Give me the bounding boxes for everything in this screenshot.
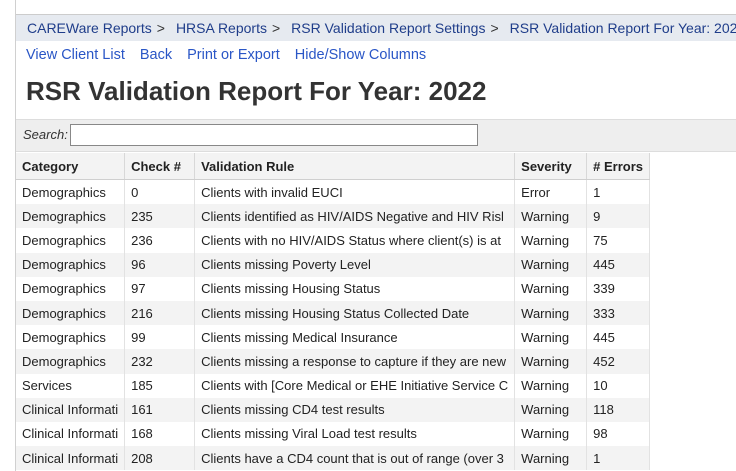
table-cell: Clients with [Core Medical or EHE Initia… bbox=[194, 373, 516, 398]
table-cell: Demographics bbox=[16, 204, 126, 229]
table-cell: Clinical Informati bbox=[16, 446, 126, 471]
table-cell: Warning bbox=[514, 421, 588, 447]
table-cell: 208 bbox=[124, 446, 196, 471]
table-row[interactable]: Demographics 96 Clients missing Poverty Le… bbox=[16, 252, 651, 277]
table-cell: Warning bbox=[514, 276, 588, 301]
table-row[interactable]: Services 185 Clients with [Core Medical or… bbox=[16, 373, 651, 398]
table-cell: Clients missing Housing Status Collected… bbox=[194, 300, 516, 326]
table-cell: Clinical Informati bbox=[16, 397, 126, 422]
table-cell: 9 bbox=[586, 204, 651, 229]
breadcrumb-link[interactable]: RSR Validation Report For Year: 2022 bbox=[509, 20, 736, 36]
table-cell: 185 bbox=[124, 373, 196, 398]
table-cell: Warning bbox=[514, 252, 588, 277]
table-cell: Clinical Informati bbox=[16, 421, 126, 447]
table-cell: 235 bbox=[124, 204, 196, 229]
table-row[interactable]: Clinical Informati 208 Clients have a CD4 … bbox=[16, 446, 651, 471]
table-row[interactable]: Demographics 235 Clients identified as HIV… bbox=[16, 204, 651, 229]
search-input[interactable] bbox=[70, 124, 478, 146]
column-header[interactable]: Category bbox=[16, 153, 126, 180]
table-cell: Demographics bbox=[16, 252, 126, 277]
breadcrumb-link[interactable]: HRSA Reports bbox=[175, 20, 267, 36]
table-cell: 168 bbox=[124, 421, 196, 447]
toolbar-link[interactable]: Hide/Show Columns bbox=[294, 47, 427, 63]
column-header[interactable]: # Errors bbox=[586, 153, 651, 180]
table-cell: Clients missing Viral Load test results bbox=[194, 421, 516, 447]
table-cell: Clients with no HIV/AIDS Status where cl… bbox=[194, 228, 516, 253]
table-row[interactable]: Demographics 97 Clients missing Housing St… bbox=[16, 276, 651, 301]
breadcrumb-link[interactable]: CAREWare Reports bbox=[27, 20, 152, 36]
toolbar-link[interactable]: Print or Export bbox=[187, 47, 280, 63]
column-header[interactable]: Check # bbox=[124, 153, 196, 180]
table-cell: 339 bbox=[586, 276, 651, 301]
table-cell: Clients with invalid EUCI bbox=[194, 179, 516, 205]
column-header[interactable]: Severity bbox=[514, 153, 588, 180]
table-cell: Warning bbox=[514, 228, 588, 253]
table-cell: 333 bbox=[586, 300, 651, 326]
toolbar: View Client List Back Print or Export Hide/… bbox=[26, 44, 441, 66]
table-cell: Demographics bbox=[16, 325, 126, 350]
table-cell: 1 bbox=[586, 179, 651, 205]
table-row[interactable]: Clinical Informati 168 Clients missing Vir… bbox=[16, 421, 651, 447]
table-cell: Clients missing Medical Insurance bbox=[194, 325, 516, 350]
search-label: Search: bbox=[23, 127, 68, 142]
table-body: Demographics 0 Clients with invalid EUCI Er… bbox=[16, 179, 651, 471]
table-row[interactable]: Demographics 232 Clients missing a respons… bbox=[16, 349, 651, 374]
breadcrumb-separator: > bbox=[490, 20, 499, 36]
table-cell: 10 bbox=[586, 373, 651, 398]
page-title: RSR Validation Report For Year: 2022 bbox=[26, 76, 487, 106]
table-cell: Demographics bbox=[16, 179, 126, 205]
table-row[interactable]: Clinical Informati 161 Clients missing CD4… bbox=[16, 397, 651, 422]
breadcrumb-link[interactable]: RSR Validation Report Settings bbox=[291, 20, 486, 36]
table-cell: Warning bbox=[514, 446, 588, 471]
table-row[interactable]: Demographics 236 Clients with no HIV/AIDS … bbox=[16, 228, 651, 253]
table-cell: Warning bbox=[514, 397, 588, 422]
toolbar-link[interactable]: Back bbox=[139, 47, 173, 63]
table-cell: Demographics bbox=[16, 228, 126, 253]
table-cell: Demographics bbox=[16, 300, 126, 326]
table-cell: Demographics bbox=[16, 276, 126, 301]
breadcrumb: CAREWare Reports > HRSA Reports > RSR Valida… bbox=[16, 15, 736, 41]
table-cell: Services bbox=[16, 373, 126, 398]
table-cell: Warning bbox=[514, 204, 588, 229]
table-row[interactable]: Demographics 216 Clients missing Housing S… bbox=[16, 300, 651, 326]
table-row[interactable]: Demographics 99 Clients missing Medical In… bbox=[16, 325, 651, 350]
table-cell: 75 bbox=[586, 228, 651, 253]
table-cell: Warning bbox=[514, 373, 588, 398]
table-cell: 452 bbox=[586, 349, 651, 374]
breadcrumb-separator: > bbox=[156, 20, 165, 36]
table-cell: Clients missing Housing Status bbox=[194, 276, 516, 301]
table-cell: 97 bbox=[124, 276, 196, 301]
table-cell: 99 bbox=[124, 325, 196, 350]
table-cell: 161 bbox=[124, 397, 196, 422]
toolbar-link[interactable]: View Client List bbox=[26, 47, 125, 63]
header-row: Category Check # Validation Rule Severity # … bbox=[16, 153, 651, 180]
table-cell: Clients missing CD4 test results bbox=[194, 397, 516, 422]
table-cell: 96 bbox=[124, 252, 196, 277]
table-cell: 118 bbox=[586, 397, 651, 422]
table-cell: 1 bbox=[586, 446, 651, 471]
table-cell: Warning bbox=[514, 349, 588, 374]
table-cell: Error bbox=[514, 179, 588, 205]
search-bar: Search: bbox=[16, 119, 736, 152]
breadcrumb-separator: > bbox=[271, 20, 281, 36]
table-cell: Clients missing a response to capture if… bbox=[194, 349, 516, 374]
table-cell: Clients missing Poverty Level bbox=[194, 252, 516, 277]
table-cell: 445 bbox=[586, 325, 651, 350]
top-strip bbox=[16, 0, 736, 15]
table-cell: Warning bbox=[514, 325, 588, 350]
table-cell: 98 bbox=[586, 421, 651, 447]
table-cell: Clients identified as HIV/AIDS Negative … bbox=[194, 204, 516, 229]
table-cell: Clients have a CD4 count that is out of … bbox=[194, 446, 516, 471]
report-table: Category Check # Validation Rule Severity # … bbox=[16, 153, 651, 471]
table-cell: 216 bbox=[124, 300, 196, 326]
report-page: CAREWare Reports > HRSA Reports > RSR Valida… bbox=[15, 0, 736, 471]
table-cell: 232 bbox=[124, 349, 196, 374]
table-row[interactable]: Demographics 0 Clients with invalid EUCI Er… bbox=[16, 179, 651, 205]
table-cell: 0 bbox=[124, 179, 196, 205]
column-header[interactable]: Validation Rule bbox=[194, 153, 516, 180]
table-cell: Warning bbox=[514, 300, 588, 326]
table-cell: Demographics bbox=[16, 349, 126, 374]
table-cell: 445 bbox=[586, 252, 651, 277]
table-cell: 236 bbox=[124, 228, 196, 253]
